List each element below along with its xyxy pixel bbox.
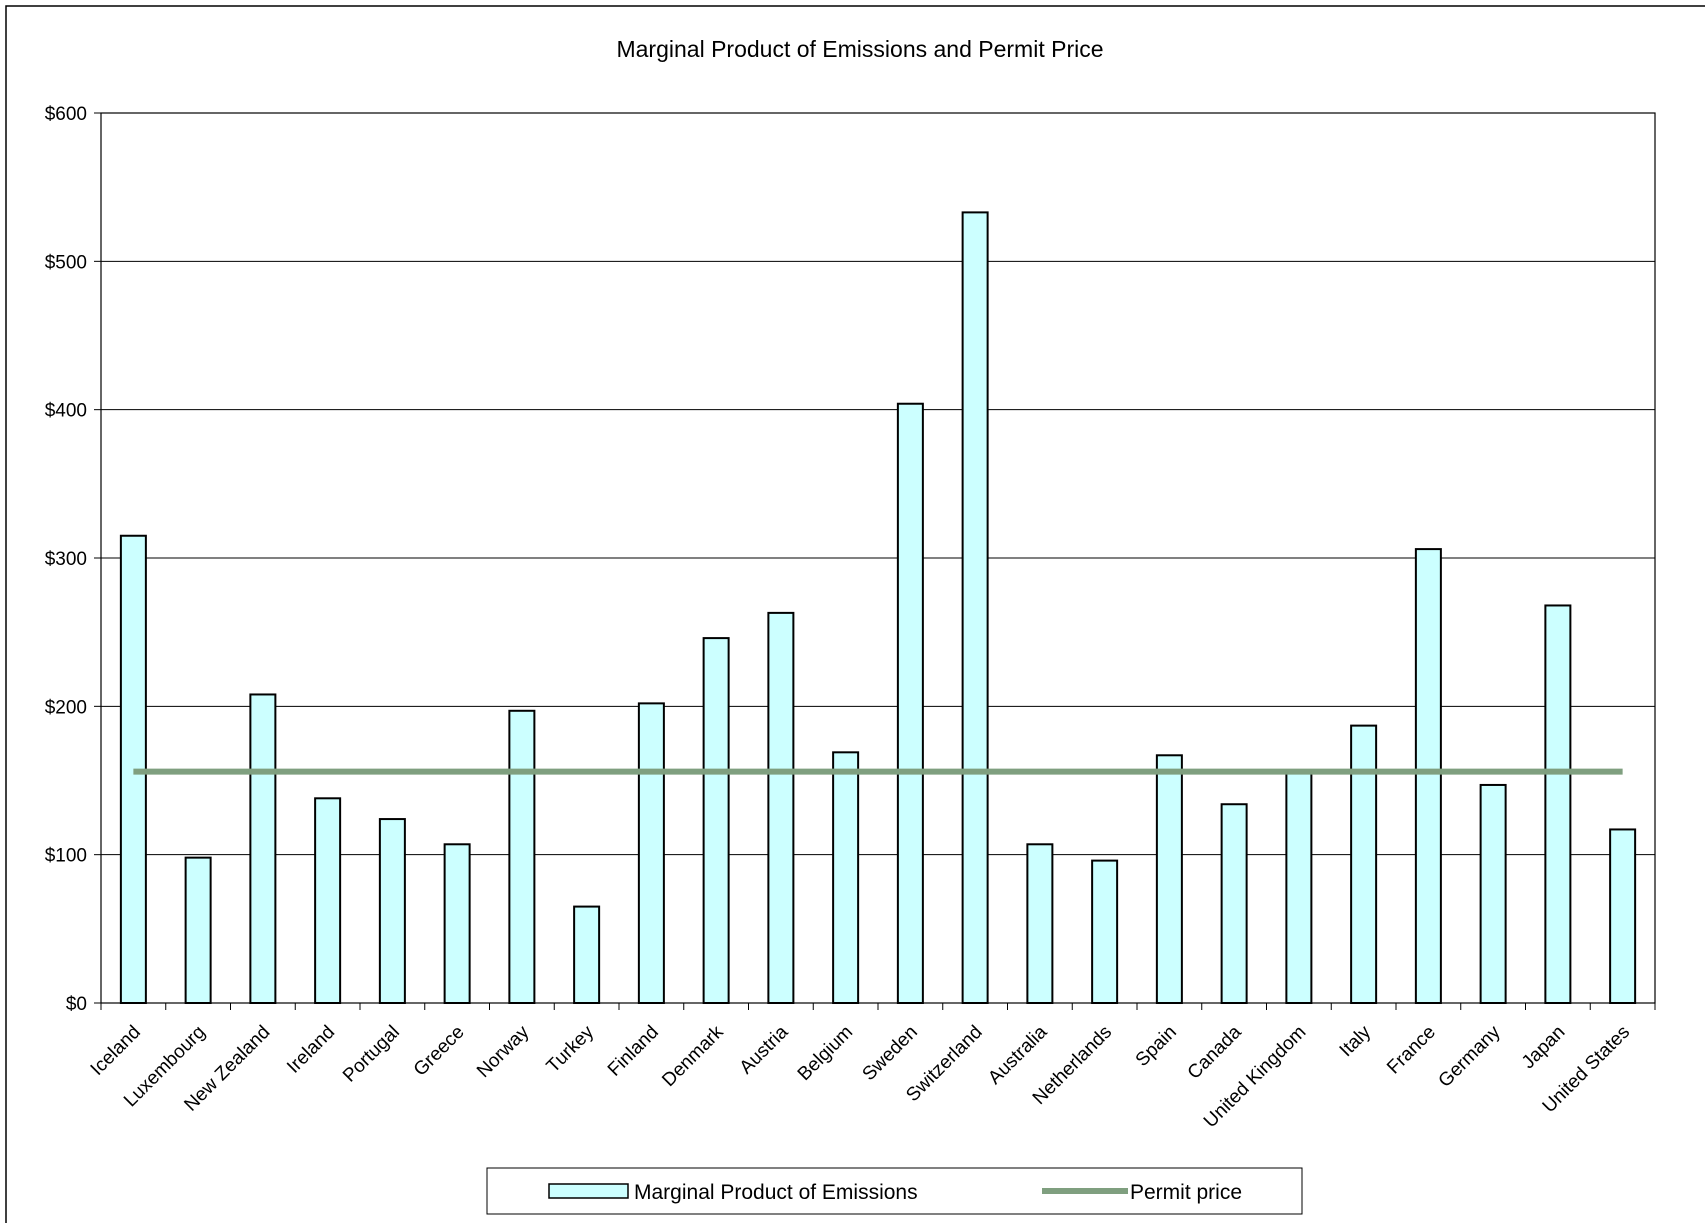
bar-austria — [767, 611, 795, 1005]
bar-sweden — [896, 402, 924, 1004]
bar-spain — [1155, 754, 1183, 1004]
bar-canada — [1220, 803, 1248, 1004]
y-tick-label-500: $500 — [45, 252, 87, 273]
y-tick-label-100: $100 — [45, 846, 87, 867]
y-tick-label-0: $0 — [66, 994, 87, 1015]
bar-netherlands — [1091, 859, 1119, 1004]
legend-label-marginal-product: Marginal Product of Emissions — [634, 1181, 918, 1204]
bar-france — [1414, 548, 1442, 1004]
bar-turkey — [573, 905, 601, 1004]
bar-denmark — [702, 637, 730, 1004]
y-tick-label-300: $300 — [45, 549, 87, 570]
bar-new-zealand — [249, 693, 277, 1004]
bar-portugal — [378, 818, 406, 1004]
legend-label-permit-price: Permit price — [1130, 1181, 1242, 1204]
legend: Marginal Product of Emissions Permit pri… — [486, 1167, 1303, 1215]
legend-swatch-marginal-product — [548, 1183, 629, 1199]
chart-title: Marginal Product of Emissions and Permit… — [616, 36, 1103, 62]
bar-united-kingdom — [1285, 772, 1313, 1004]
bar-germany — [1479, 783, 1507, 1005]
bar-switzerland — [961, 211, 989, 1004]
bar-united-states — [1609, 828, 1637, 1005]
y-tick-label-600: $600 — [45, 104, 87, 125]
bar-finland — [637, 702, 665, 1004]
y-tick-label-200: $200 — [45, 697, 87, 718]
bar-italy — [1350, 724, 1378, 1004]
bar-japan — [1544, 604, 1572, 1004]
y-tick-label-400: $400 — [45, 401, 87, 422]
bar-belgium — [832, 751, 860, 1004]
bar-norway — [508, 709, 536, 1004]
bar-australia — [1026, 843, 1054, 1004]
bar-ireland — [314, 797, 342, 1004]
bar-luxembourg — [184, 856, 212, 1005]
bar-greece — [443, 843, 471, 1004]
